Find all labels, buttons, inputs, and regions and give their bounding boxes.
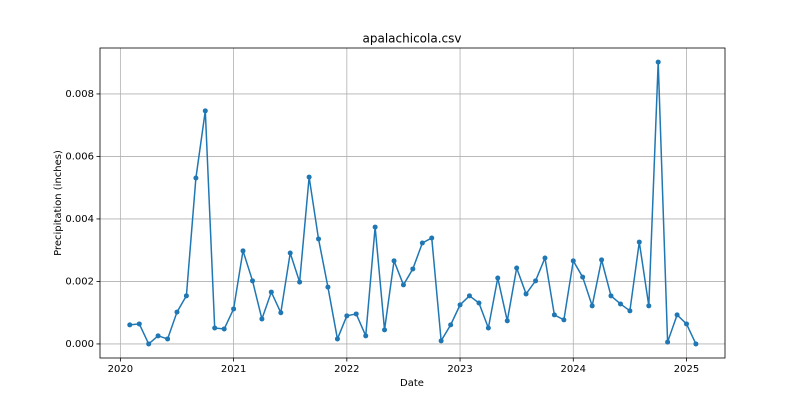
data-point xyxy=(684,321,690,327)
x-tick-label: 2022 xyxy=(334,364,359,375)
data-point xyxy=(193,175,199,181)
data-point xyxy=(589,303,595,309)
x-tick-label: 2023 xyxy=(447,364,472,375)
data-point xyxy=(353,311,359,317)
data-point xyxy=(278,310,284,316)
data-point xyxy=(287,250,293,256)
data-point xyxy=(325,284,331,290)
data-point xyxy=(514,265,520,271)
data-point xyxy=(316,236,322,242)
data-point xyxy=(476,300,482,306)
data-point xyxy=(655,59,661,65)
data-point xyxy=(561,317,567,323)
data-point xyxy=(136,321,142,327)
y-tick-label: 0.004 xyxy=(65,214,94,225)
data-point xyxy=(599,257,605,263)
data-point xyxy=(382,327,388,333)
data-point xyxy=(646,303,652,309)
data-point xyxy=(438,338,444,344)
data-point xyxy=(334,336,340,342)
data-point xyxy=(457,302,463,308)
data-point xyxy=(127,322,133,328)
data-point xyxy=(448,322,454,328)
data-point xyxy=(485,325,491,331)
data-point xyxy=(268,289,274,295)
x-tick-label: 2024 xyxy=(561,364,586,375)
data-point xyxy=(202,108,208,114)
data-point xyxy=(542,255,548,261)
data-point xyxy=(636,239,642,245)
data-point xyxy=(400,282,406,288)
data-point xyxy=(570,258,576,264)
data-point xyxy=(306,174,312,180)
data-point xyxy=(372,224,378,230)
data-point xyxy=(344,313,350,319)
x-tick-label: 2021 xyxy=(221,364,246,375)
data-point xyxy=(608,293,614,299)
data-point xyxy=(240,248,246,254)
data-point xyxy=(551,312,557,318)
data-point xyxy=(665,339,671,345)
y-tick-label: 0.006 xyxy=(65,151,94,162)
data-point xyxy=(495,275,501,281)
data-point xyxy=(221,326,227,332)
data-point xyxy=(363,333,369,339)
data-point xyxy=(146,341,152,347)
data-point xyxy=(580,274,586,280)
data-point xyxy=(674,312,680,318)
data-point xyxy=(297,279,303,285)
data-point xyxy=(391,258,397,264)
x-tick-label: 2020 xyxy=(108,364,133,375)
y-tick-label: 0.002 xyxy=(65,276,94,287)
data-point xyxy=(419,240,425,246)
data-point xyxy=(693,341,699,347)
data-point xyxy=(259,316,265,322)
data-point xyxy=(174,309,180,315)
y-tick-label: 0.008 xyxy=(65,89,94,100)
y-axis-label: Precipitation (inches) xyxy=(53,150,64,256)
data-point xyxy=(523,291,529,297)
y-tick-label: 0.000 xyxy=(65,339,94,350)
data-point xyxy=(183,293,189,299)
data-point xyxy=(617,301,623,307)
data-point xyxy=(231,306,237,312)
data-point xyxy=(410,266,416,272)
data-point xyxy=(466,293,472,299)
data-point xyxy=(533,278,539,284)
data-point xyxy=(250,278,256,284)
plot-frame xyxy=(99,47,726,359)
data-point xyxy=(155,333,161,339)
x-axis-label: Date xyxy=(400,378,424,389)
data-point xyxy=(429,235,435,241)
data-point xyxy=(165,336,171,342)
chart-title: apalachicola.csv xyxy=(363,32,462,46)
data-point xyxy=(627,308,633,314)
x-tick-label: 2025 xyxy=(674,364,699,375)
data-point xyxy=(504,318,510,324)
data-point xyxy=(212,325,218,331)
